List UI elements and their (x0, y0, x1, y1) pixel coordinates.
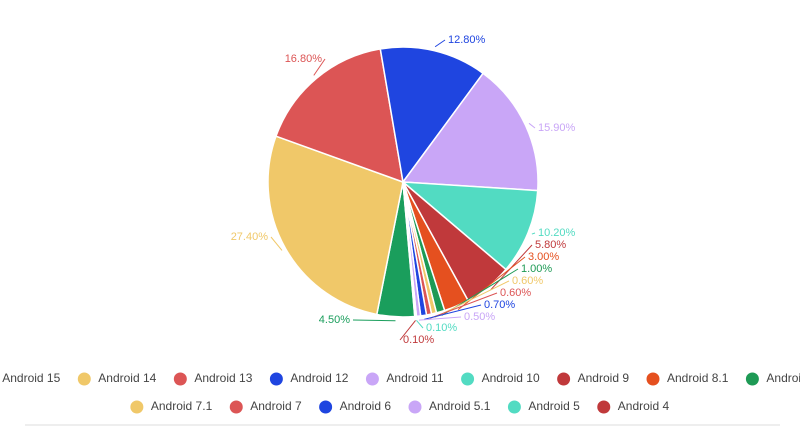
data-label: 0.10% (426, 322, 457, 334)
legend-label[interactable]: Android 14 (98, 371, 156, 385)
leader-line (429, 292, 498, 319)
leader-line (531, 232, 536, 235)
legend-marker[interactable] (557, 372, 571, 386)
legend-marker[interactable] (229, 400, 243, 414)
legend-marker[interactable] (173, 372, 187, 386)
legend-marker[interactable] (365, 372, 379, 386)
legend-marker[interactable] (408, 400, 422, 414)
legend-marker[interactable] (461, 372, 475, 386)
legend-label[interactable]: Android 6 (340, 399, 392, 413)
legend-label[interactable]: Android 7 (250, 399, 302, 413)
leader-line (434, 39, 446, 48)
data-label: 0.60% (500, 287, 531, 299)
legend-label[interactable]: Android 8 (766, 371, 800, 385)
data-label: 12.80% (448, 34, 486, 46)
leader-line (418, 316, 462, 321)
legend-label[interactable]: Android 5 (528, 399, 580, 413)
data-label: 0.50% (464, 311, 495, 323)
data-label: 1.00% (521, 263, 552, 275)
data-label: 0.10% (403, 334, 434, 346)
leader-line (399, 320, 416, 341)
pie-slice (402, 181, 417, 318)
leader-line (416, 320, 424, 329)
legend-label[interactable]: Android 7.1 (151, 399, 213, 413)
legend-marker[interactable] (130, 400, 144, 414)
pie-slice (267, 135, 404, 316)
legend-marker[interactable] (319, 400, 333, 414)
leader-line (434, 280, 510, 318)
legend-marker[interactable] (269, 372, 283, 386)
legend-label[interactable]: Android 15 (2, 371, 60, 385)
legend-label[interactable]: Android 9 (578, 371, 630, 385)
legend-marker[interactable] (597, 400, 611, 414)
data-label: 4.50% (319, 314, 350, 326)
legend-label[interactable]: Android 12 (290, 371, 348, 385)
legend-label[interactable]: Android 11 (386, 371, 443, 385)
data-label: 15.90% (538, 122, 576, 134)
pie-slice (379, 46, 485, 184)
pie-slice (275, 48, 404, 184)
pie-slice (400, 181, 539, 271)
legend-label[interactable]: Android 8.1 (667, 371, 729, 385)
data-label: 3.00% (528, 251, 559, 263)
data-label: 10.20% (538, 227, 576, 239)
legend-marker[interactable] (507, 400, 521, 414)
data-label: 0.60% (512, 275, 543, 287)
legend-label[interactable]: Android 10 (482, 371, 540, 385)
legend-marker[interactable] (745, 372, 759, 386)
pie-slice (401, 72, 539, 192)
leader-line (424, 304, 482, 320)
data-label: 27.40% (231, 231, 269, 243)
leader-line (528, 122, 536, 129)
leader-line (313, 58, 326, 76)
leader-line (352, 319, 396, 322)
legend-marker[interactable] (77, 372, 91, 386)
data-label: 16.80% (285, 53, 323, 65)
data-label: 5.80% (535, 239, 566, 251)
legend-marker[interactable] (646, 372, 660, 386)
legend-label[interactable]: Android 5.1 (429, 399, 491, 413)
legend-label[interactable]: Android 13 (194, 371, 252, 385)
data-label: 0.70% (484, 299, 515, 311)
legend-label[interactable]: Android 4 (618, 399, 670, 413)
leader-line (270, 236, 283, 251)
